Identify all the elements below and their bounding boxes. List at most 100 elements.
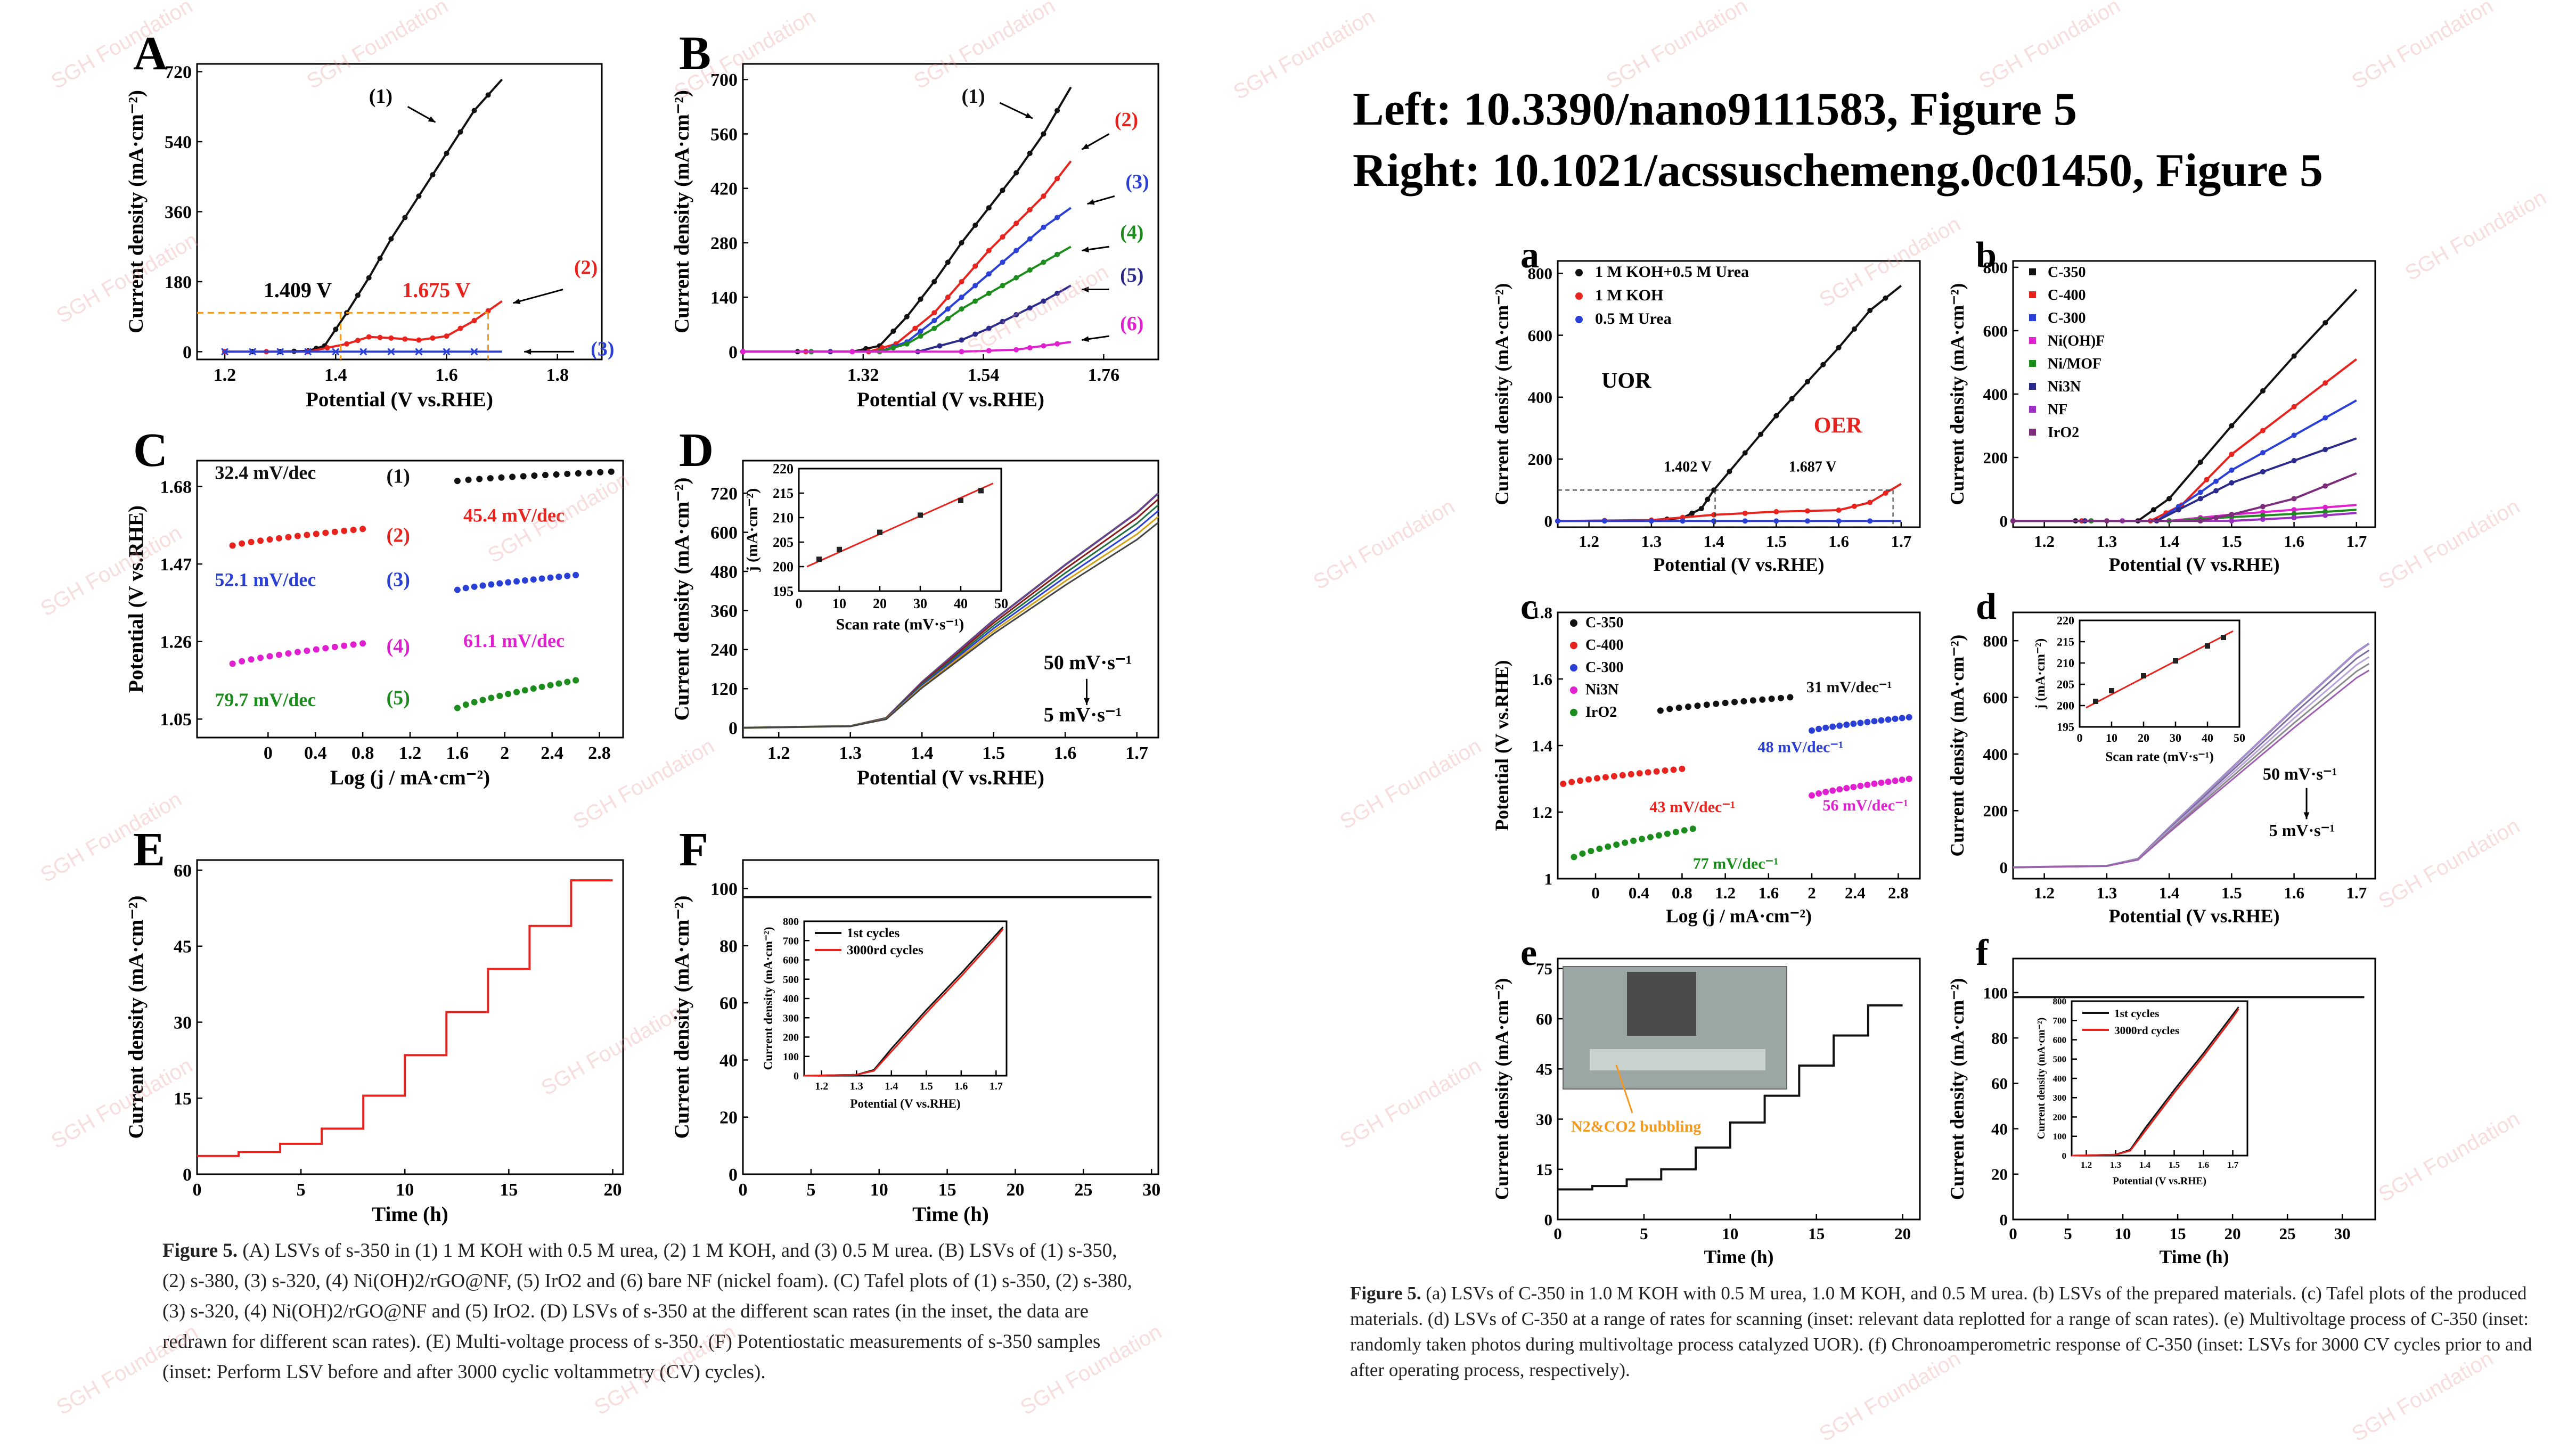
legend-label: C-350 — [2048, 264, 2086, 281]
data-point — [1653, 768, 1660, 775]
x-tick-label: 1.3 — [839, 743, 862, 763]
data-point — [972, 263, 978, 269]
plot-frame — [742, 859, 1159, 1175]
data-point — [350, 641, 357, 648]
data-point — [359, 640, 366, 647]
x-tick-label: 30 — [2170, 731, 2181, 744]
data-point — [530, 685, 537, 692]
data-point — [1711, 512, 1717, 518]
inset-background — [804, 921, 1007, 1076]
y-axis-label: j (mA·cm⁻²) — [743, 488, 761, 572]
x-tick-label: 20 — [1006, 1180, 1024, 1200]
data-point — [1843, 721, 1850, 728]
x-tick-label: 0.8 — [1672, 883, 1692, 902]
data-point — [1662, 767, 1669, 774]
inset-curve-3000 — [804, 928, 1004, 1077]
data-point — [1698, 506, 1704, 512]
data-point — [366, 334, 372, 340]
x-axis-label: Scan rate (mV·s⁻¹) — [836, 616, 964, 633]
x-tick-label: 40 — [2202, 731, 2213, 744]
data-point — [986, 205, 992, 211]
y-tick-label: 480 — [710, 562, 738, 582]
plot-frame — [798, 468, 1002, 592]
data-point — [1883, 295, 1888, 301]
data-point — [1694, 702, 1701, 709]
arrow-head — [524, 348, 531, 355]
y-tick-label: 0 — [1544, 512, 1553, 530]
data-point — [366, 275, 372, 281]
data-point — [538, 575, 545, 582]
data-point — [248, 656, 255, 663]
x-tick-label: 0 — [2009, 1224, 2017, 1243]
data-point — [1742, 518, 1748, 524]
legend-label: 1st cycles — [2114, 1007, 2159, 1020]
data-point — [2104, 518, 2109, 524]
data-point — [229, 660, 236, 667]
y-tick-label: 210 — [2057, 657, 2074, 670]
legend-label: C-300 — [2048, 310, 2086, 326]
data-point — [249, 348, 257, 356]
x-tick-label: 0.4 — [1629, 883, 1649, 902]
inset-background — [2072, 1001, 2247, 1156]
data-point — [2213, 478, 2219, 484]
panel-label: c — [1520, 586, 1537, 627]
x-tick-label: 0.8 — [351, 743, 374, 763]
data-point — [471, 699, 478, 706]
data-point — [1685, 703, 1692, 710]
y-tick-label: 30 — [1536, 1110, 1552, 1128]
data-point — [1027, 236, 1033, 242]
x-tick-label: 1.5 — [2221, 883, 2242, 902]
chart-l-e: 0 5 10 15 20 0 15 30 45 60 Time (h) Current density… — [125, 823, 624, 1226]
data-point — [2323, 447, 2328, 453]
data-point — [1883, 490, 1888, 496]
y-tick-label: 80 — [719, 937, 738, 956]
data-point — [2229, 480, 2235, 486]
plot-frame — [742, 63, 1159, 361]
data-point — [294, 649, 301, 656]
data-point — [416, 337, 422, 343]
data-point — [2323, 380, 2328, 386]
x-tick-label: 10 — [2106, 731, 2117, 744]
legend-label: IrO2 — [1585, 704, 1617, 721]
inset-data-point — [2173, 658, 2178, 664]
arrow-head — [1082, 336, 1089, 342]
y-tick-label: 360 — [710, 601, 738, 621]
x-tick-label: 10 — [1722, 1224, 1738, 1243]
x-tick-label: 0 — [1553, 1224, 1562, 1243]
x-tick-label: 1.2 — [2081, 1160, 2092, 1170]
x-tick-label: 2 — [500, 743, 509, 763]
y-tick-label: 700 — [2053, 1016, 2067, 1026]
y-tick-label: 1 — [1544, 870, 1553, 888]
series-label: (2) — [387, 525, 410, 547]
data-point — [1588, 848, 1594, 855]
arrow-head — [1082, 286, 1089, 293]
tafel-slope-label: 31 mV/dec⁻¹ — [1806, 678, 1892, 696]
cell-image — [1590, 1049, 1765, 1070]
right-figure-caption: Figure 5. (a) LSVs of C-350 in 1.0 M KOH… — [1350, 1281, 2554, 1383]
data-point — [2260, 469, 2266, 474]
x-tick-label: 1.3 — [2110, 1160, 2121, 1170]
data-point — [1645, 769, 1651, 776]
series-label: (2) — [1115, 109, 1138, 131]
inset-data-point — [2141, 673, 2146, 678]
x-tick-label: 1.54 — [968, 365, 1000, 385]
data-point — [2291, 507, 2297, 513]
data-point — [1829, 723, 1836, 730]
data-point — [931, 279, 937, 284]
data-point — [2260, 517, 2266, 522]
y-axis-label: Current density (mA·cm⁻²) — [1491, 283, 1512, 505]
y-tick-label: 800 — [1528, 264, 1553, 283]
data-point — [1560, 780, 1567, 787]
y-axis-label: Potential (V vs.RHE) — [125, 505, 148, 693]
data-point — [454, 586, 461, 593]
data-point — [332, 348, 340, 356]
data-point — [597, 469, 604, 476]
data-point — [322, 645, 329, 652]
data-point — [1013, 220, 1019, 226]
data-point — [1664, 830, 1671, 837]
chart-r-b: 1.2 1.3 1.4 1.5 1.6 1.7 0 200 400 600 800 Potential… — [1947, 235, 2376, 575]
data-point — [1585, 776, 1592, 783]
data-point — [2323, 415, 2328, 421]
data-point — [276, 348, 284, 356]
data-point — [324, 345, 330, 351]
